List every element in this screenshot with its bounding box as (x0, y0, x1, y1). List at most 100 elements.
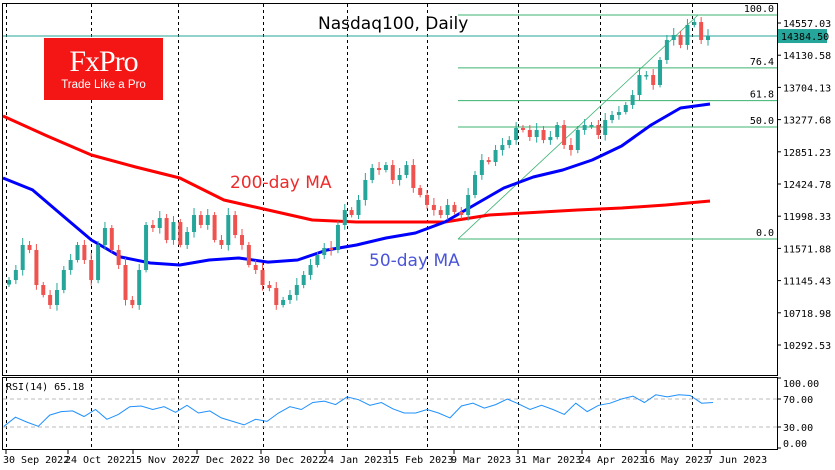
candle-body (240, 235, 244, 245)
candle-body (685, 24, 690, 45)
x-tick-label: 7 Dec 2022 (194, 455, 254, 466)
rsi-tick-label: 100.00 (783, 379, 819, 390)
candle-body (664, 39, 669, 61)
price-tick-label: 10292.53 (783, 341, 831, 352)
candle-body (507, 140, 512, 146)
candle-body (377, 167, 382, 171)
candle-body (356, 199, 361, 216)
candle-body (267, 285, 272, 289)
candle-body (260, 269, 265, 286)
fib-level-label: 76.4 (750, 57, 774, 68)
candle-body (27, 244, 32, 250)
candle-body (520, 128, 525, 130)
candle-body (363, 179, 368, 200)
candle-body (575, 129, 580, 151)
candle-body (205, 215, 210, 225)
candle-body (616, 112, 621, 115)
rsi-panel-frame (2, 377, 778, 450)
candle-body (192, 215, 197, 233)
candle-body (342, 210, 347, 225)
x-tick-label: 7 Jun 2023 (707, 455, 767, 466)
candle-body (658, 60, 663, 85)
candle-body (178, 222, 183, 245)
candle-body (253, 265, 258, 270)
candle-body (534, 129, 539, 138)
candle-body (137, 269, 142, 306)
candle-body (527, 129, 532, 138)
candle-body (294, 285, 299, 295)
candle-body (219, 240, 224, 245)
candle-body (335, 224, 340, 250)
x-tick-label: 16 May 2023 (643, 455, 709, 466)
candle-body (466, 195, 471, 216)
candle-body (150, 224, 155, 229)
chart-title: Nasdaq100, Daily (318, 14, 468, 34)
candle-body (589, 125, 594, 127)
candle-body (390, 165, 395, 180)
candle-body (383, 165, 388, 171)
candle-body (301, 274, 306, 286)
price-tick-label: 13704.13 (783, 83, 831, 94)
candle-body (452, 204, 457, 212)
candle-body (568, 145, 573, 151)
candle-body (514, 128, 519, 141)
price-tick-label: 11998.33 (783, 212, 831, 223)
candle-body (349, 210, 354, 216)
ma50-line (2, 102, 711, 267)
fib-level-label: 100.0 (744, 4, 774, 15)
candle-body (418, 187, 423, 196)
rsi-tick-label: 0.00 (783, 439, 807, 450)
candle-body (500, 145, 505, 151)
rsi-line (3, 394, 714, 427)
candle-body (281, 299, 286, 306)
candle-body (157, 218, 162, 229)
candle-body (61, 269, 66, 290)
candle-body (425, 195, 430, 205)
rsi-tick-label: 30.00 (783, 423, 813, 434)
price-tick-label: 11145.43 (783, 277, 831, 288)
candle-body (678, 35, 683, 45)
candle-body (493, 150, 498, 163)
candle-body (555, 125, 560, 138)
candle-body (13, 269, 18, 281)
logo-tagline: Trade Like a Pro (61, 79, 146, 91)
candle-body (109, 228, 114, 250)
price-tick-label: 14557.03 (783, 19, 831, 30)
candle-body (54, 289, 59, 306)
candle-body (198, 215, 203, 225)
candle-body (233, 215, 238, 236)
x-tick-label: 31 Mar 2023 (515, 455, 581, 466)
candle-body (411, 165, 416, 188)
x-tick-label: 24 Oct 2022 (65, 455, 131, 466)
current-price-label: 14384.50 (781, 32, 829, 43)
x-tick-label: 9 Mar 2023 (451, 455, 511, 466)
candle-body (541, 129, 546, 141)
candle-body (610, 114, 615, 121)
candle-body (651, 75, 656, 85)
candle-body (130, 299, 135, 306)
x-tick-label: 24 Jan 2023 (322, 455, 388, 466)
price-tick-label: 12851.23 (783, 148, 831, 159)
ma50-label: 50-day MA (369, 251, 460, 271)
candle-body (445, 204, 450, 216)
candle-body (431, 204, 436, 211)
candle-body (246, 244, 251, 266)
x-tick-label: 15 Nov 2022 (130, 455, 196, 466)
candle-body (699, 22, 704, 40)
candle-body (164, 218, 169, 241)
fib-level-label: 0.0 (756, 228, 774, 239)
candle-body (48, 294, 53, 306)
candle-body (370, 167, 375, 180)
candle-body (630, 95, 635, 106)
ma200-label: 200-day MA (230, 173, 332, 193)
candle-body (692, 22, 697, 25)
candle-body (20, 244, 25, 270)
x-tick-label: 30 Sep 2022 (3, 455, 69, 466)
candle-body (671, 35, 676, 40)
candle-body (473, 174, 477, 196)
candle-body (603, 120, 608, 135)
candle-body (123, 265, 128, 300)
x-tick-label: 24 Apr 2023 (579, 455, 645, 466)
candle-body (322, 248, 327, 256)
